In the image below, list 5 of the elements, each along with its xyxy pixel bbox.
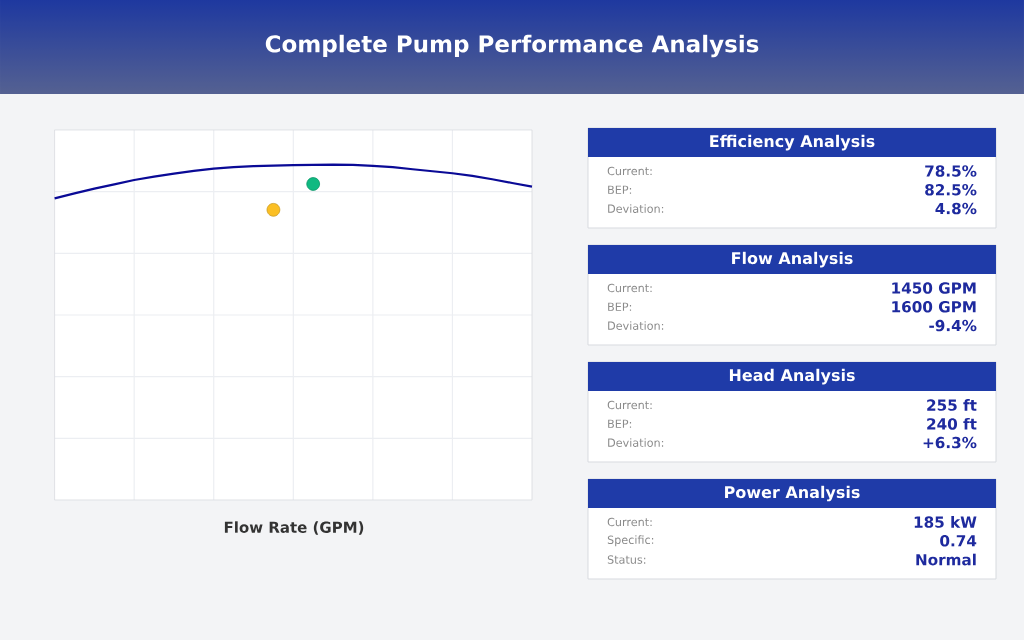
text: Flow Analysis bbox=[732, 251, 853, 268]
text: Head Analysis bbox=[729, 368, 855, 385]
text: Efficiency Analysis bbox=[710, 134, 875, 151]
chart-title: Complete Pump Performance Analysis bbox=[265, 34, 759, 58]
text: Power Analysis bbox=[725, 485, 860, 502]
